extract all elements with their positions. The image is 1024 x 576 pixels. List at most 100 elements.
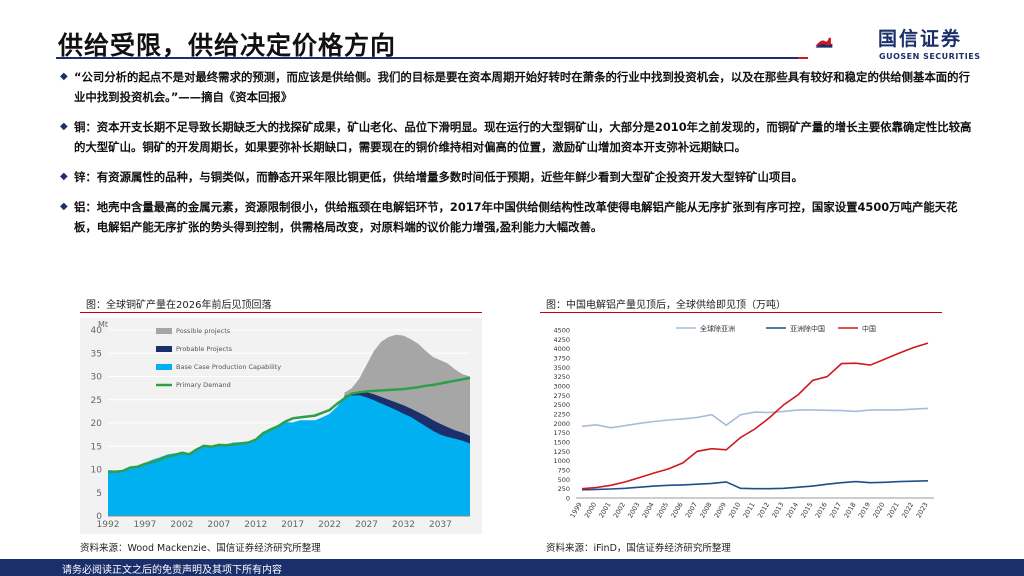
guosen-logo-icon [815, 37, 833, 48]
x-tick-label: 2001 [597, 501, 612, 519]
diamond-bullet-icon: ◆ [60, 121, 68, 132]
x-tick-label: 2009 [713, 501, 728, 519]
y-tick-label: 1750 [553, 429, 570, 437]
x-tick-label: 2037 [429, 520, 452, 530]
logo-text-en: GUOSEN SECURITIES [879, 52, 981, 61]
primary-demand-line [107, 376, 471, 474]
x-tick-label: 2012 [756, 501, 771, 519]
x-tick-label: 2004 [641, 501, 656, 519]
x-tick-label: 2003 [626, 501, 641, 519]
y-tick-label: 2500 [553, 401, 570, 409]
x-tick-label: 2032 [392, 520, 415, 530]
right-chart-source: 资料来源：iFinD，国信证券经济研究所整理 [546, 543, 731, 554]
y-tick-label: 5 [96, 489, 102, 499]
x-tick-label: 2017 [828, 501, 843, 519]
y-tick-label: 15 [91, 442, 102, 452]
title-underline-accent [798, 57, 808, 59]
y-axis-unit: Mt [98, 320, 108, 329]
diamond-bullet-icon: ◆ [60, 201, 68, 212]
y-tick-label: 3750 [553, 355, 570, 363]
x-tick-label: 2019 [857, 501, 872, 519]
bullet-copper: ◆ 铜：资本开支长期不足导致长期缺乏大的找探矿成果，矿山老化、品位下滑明显。现在… [60, 117, 980, 157]
footer-bar: 请务必阅读正文之后的免责声明及其项下所有内容 [0, 559, 1024, 576]
x-tick-label: 2002 [170, 520, 193, 530]
y-tick-label: 3500 [553, 364, 570, 372]
right-chart-caption: 图：中国电解铝产量见顶后，全球供给即见顶（万吨） [546, 300, 786, 311]
x-tick-label: 2017 [281, 520, 304, 530]
legend-swatch [156, 346, 172, 352]
y-tick-label: 2750 [553, 392, 570, 400]
y-tick-label: 500 [558, 476, 570, 484]
x-tick-label: 2007 [684, 501, 699, 519]
y-tick-label: 1000 [553, 457, 570, 465]
bullet-aluminum: ◆ 铝：地壳中含量最高的金属元素，资源限制很小，供给瓶颈在电解铝环节，2017年… [60, 197, 980, 237]
x-tick-label: 2010 [727, 501, 742, 519]
x-tick-label: 2020 [871, 501, 886, 519]
x-tick-label: 2015 [799, 501, 814, 519]
legend-item-probable-projects: Probable Projects [176, 345, 233, 353]
legend-item-亚洲除中国: 亚洲除中国 [790, 324, 825, 333]
y-tick-label: 3250 [553, 373, 570, 381]
aluminum-output-chart: 0250500750100012501500175020002250250027… [553, 324, 934, 519]
x-tick-label: 2023 [915, 501, 930, 519]
legend-item-possible-projects: Possible projects [176, 327, 231, 335]
x-tick-label: 1992 [97, 520, 120, 530]
x-tick-label: 1999 [569, 501, 584, 519]
bullet-zinc: ◆ 锌：有资源属性的品种，与铜类似，而静态开采年限比铜更低，供给增量多数时间低于… [60, 167, 980, 187]
right-caption-rule [540, 312, 942, 313]
y-tick-label: 0 [96, 512, 102, 522]
series-line-亚洲除中国 [581, 480, 929, 491]
x-tick-label: 2012 [244, 520, 267, 530]
y-tick-label: 20 [91, 419, 103, 429]
page-title: 供给受限，供给决定价格方向 [58, 31, 397, 60]
left-chart-caption: 图：全球铜矿产量在2026年前后见顶回落 [86, 300, 272, 311]
x-tick-label: 2021 [886, 501, 901, 519]
title-underline [56, 57, 798, 59]
y-tick-label: 35 [91, 349, 102, 359]
x-tick-label: 2013 [770, 501, 785, 519]
y-tick-label: 25 [91, 396, 102, 406]
left-chart-source: 资料来源：Wood Mackenzie、国信证券经济研究所整理 [80, 543, 321, 554]
y-tick-label: 10 [91, 466, 103, 476]
logo-text-cn: 国信证券 [878, 28, 963, 50]
x-tick-label: 2011 [742, 501, 757, 519]
x-tick-label: 1997 [133, 520, 156, 530]
series-line-中国 [581, 342, 929, 490]
x-tick-label: 2027 [355, 520, 378, 530]
left-caption-rule [80, 312, 482, 313]
legend-item-全球除亚洲: 全球除亚洲 [700, 324, 735, 333]
legend-item-primary-demand: Primary Demand [176, 381, 231, 389]
y-tick-label: 1500 [553, 439, 570, 447]
y-tick-label: 4000 [553, 345, 570, 353]
legend-item-中国: 中国 [862, 324, 876, 333]
footer-disclaimer: 请务必阅读正文之后的免责声明及其项下所有内容 [62, 565, 282, 576]
y-tick-label: 750 [558, 467, 570, 475]
y-tick-label: 4250 [553, 336, 570, 344]
x-tick-label: 2008 [698, 501, 713, 519]
y-tick-label: 40 [91, 326, 103, 336]
diamond-bullet-icon: ◆ [60, 171, 68, 182]
x-tick-label: 2018 [842, 501, 857, 519]
x-tick-label: 2007 [207, 520, 230, 530]
x-tick-label: 2002 [612, 501, 627, 519]
y-tick-label: 30 [91, 373, 103, 383]
y-tick-label: 0 [566, 495, 570, 503]
bullet-text: 锌：有资源属性的品种，与铜类似，而静态开采年限比铜更低，供给增量多数时间低于预期… [74, 170, 804, 184]
bullet-list: ◆ “公司分析的起点不是对最终需求的预测，而应该是供给侧。我们的目标是要在资本周… [60, 67, 980, 247]
y-tick-label: 4500 [553, 327, 570, 335]
base-case-production-area [108, 395, 470, 516]
bullet-text: “公司分析的起点不是对最终需求的预测，而应该是供给侧。我们的目标是要在资本周期开… [74, 70, 970, 104]
y-tick-label: 3000 [553, 383, 570, 391]
bullet-text: 铝：地壳中含量最高的金属元素，资源限制很小，供给瓶颈在电解铝环节，2017年中国… [74, 200, 958, 234]
y-tick-label: 1250 [553, 448, 570, 456]
x-tick-label: 2022 [900, 501, 915, 519]
series-line-全球除亚洲 [581, 407, 929, 429]
legend-swatch [156, 364, 172, 370]
x-tick-label: 2014 [785, 501, 800, 519]
legend-swatch [156, 328, 172, 334]
x-tick-label: 2005 [655, 501, 670, 519]
y-tick-label: 2000 [553, 420, 570, 428]
x-tick-label: 2006 [669, 501, 684, 519]
diamond-bullet-icon: ◆ [60, 71, 68, 82]
